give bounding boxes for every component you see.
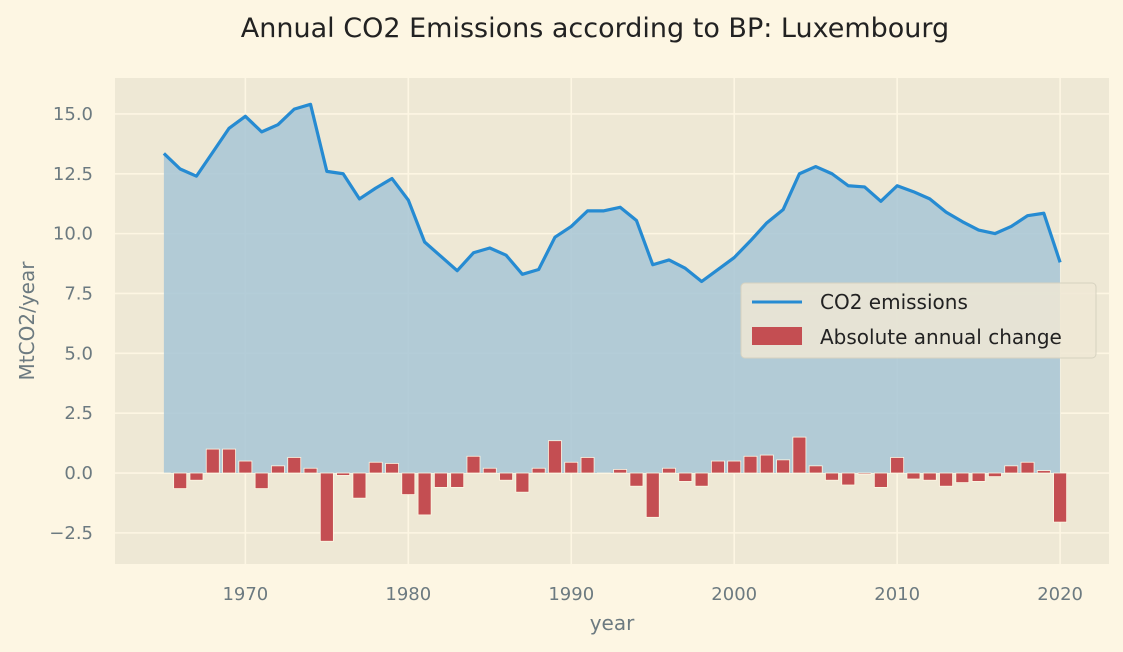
change-bar bbox=[515, 472, 530, 493]
change-bar bbox=[939, 472, 953, 487]
change-bar bbox=[319, 472, 334, 542]
change-bar bbox=[548, 440, 562, 474]
change-bar bbox=[385, 463, 399, 474]
change-bar bbox=[890, 457, 905, 474]
change-bar bbox=[955, 472, 970, 484]
change-bar bbox=[205, 448, 220, 474]
change-bar bbox=[792, 436, 807, 474]
change-bar bbox=[580, 457, 595, 474]
emissions-polyline bbox=[162, 102, 1062, 284]
change-bar bbox=[1004, 465, 1019, 474]
x-tick-label: 2010 bbox=[874, 584, 920, 605]
change-bar bbox=[857, 472, 872, 475]
change-bar bbox=[352, 472, 367, 499]
legend-label-change: Absolute annual change bbox=[820, 325, 1062, 349]
change-bar bbox=[173, 472, 188, 489]
change-bar bbox=[271, 465, 285, 474]
change-bar bbox=[499, 472, 513, 481]
emissions-area bbox=[163, 104, 1061, 474]
change-bar bbox=[841, 472, 856, 486]
y-tick-label: 0.0 bbox=[64, 463, 93, 484]
y-tick-label: 15.0 bbox=[53, 104, 93, 125]
change-bar bbox=[238, 460, 253, 474]
change-bar bbox=[873, 472, 888, 488]
change-bar bbox=[1053, 472, 1068, 523]
change-bar bbox=[711, 460, 725, 474]
emissions-line bbox=[162, 102, 1062, 284]
change-bar bbox=[189, 472, 204, 481]
x-tick-label: 1990 bbox=[548, 584, 594, 605]
change-bar bbox=[531, 467, 546, 474]
chart-title: Annual CO2 Emissions according to BP: Lu… bbox=[241, 13, 949, 44]
y-tick-label: 2.5 bbox=[64, 403, 93, 424]
x-tick-label: 1980 bbox=[385, 584, 431, 605]
x-axis-label: year bbox=[590, 611, 635, 635]
change-bar bbox=[156, 472, 171, 474]
change-bar bbox=[988, 472, 1002, 478]
y-axis-ticks: −2.5 0.0 2.5 5.0 7.5 10.0 12.5 15.0 bbox=[49, 104, 93, 544]
change-bar bbox=[808, 465, 823, 474]
change-bar bbox=[417, 472, 432, 516]
legend: CO2 emissions Absolute annual change bbox=[740, 282, 1097, 359]
y-axis-label: MtCO2/year bbox=[15, 261, 39, 381]
change-bar bbox=[645, 472, 660, 518]
y-tick-label: 12.5 bbox=[53, 164, 93, 185]
change-bar bbox=[906, 472, 921, 480]
legend-label-emissions: CO2 emissions bbox=[820, 290, 968, 314]
change-bar bbox=[303, 467, 318, 474]
change-bar bbox=[971, 472, 986, 482]
change-bar bbox=[401, 472, 416, 495]
legend-bar-swatch bbox=[752, 327, 802, 345]
change-bar bbox=[287, 457, 302, 474]
change-bar bbox=[1020, 461, 1035, 474]
change-bar bbox=[433, 472, 448, 488]
y-tick-label: 7.5 bbox=[64, 283, 93, 304]
change-bar bbox=[1036, 470, 1051, 474]
change-bar bbox=[629, 472, 644, 487]
change-bar bbox=[596, 472, 611, 474]
change-bar bbox=[450, 472, 465, 488]
change-bar bbox=[922, 472, 937, 481]
change-bar bbox=[368, 461, 383, 474]
change-bar bbox=[564, 461, 579, 474]
x-tick-label: 2000 bbox=[711, 584, 757, 605]
change-bar bbox=[482, 467, 497, 474]
y-tick-label: −2.5 bbox=[49, 523, 93, 544]
legend-box bbox=[740, 282, 1097, 359]
y-tick-label: 10.0 bbox=[53, 224, 93, 245]
change-bar bbox=[613, 469, 628, 474]
change-bar bbox=[222, 448, 236, 474]
change-bar bbox=[678, 472, 693, 482]
y-tick-label: 5.0 bbox=[64, 343, 93, 364]
x-axis-ticks: 1970 1980 1990 2000 2010 2020 bbox=[222, 584, 1083, 605]
x-tick-label: 2020 bbox=[1037, 584, 1083, 605]
change-bar bbox=[662, 467, 676, 474]
change-bar bbox=[743, 455, 758, 474]
emissions-area-fill bbox=[163, 104, 1061, 474]
change-bar bbox=[694, 472, 709, 487]
change-bar bbox=[336, 472, 351, 476]
change-bar bbox=[825, 472, 839, 481]
change-bar bbox=[466, 455, 481, 474]
change-bar bbox=[776, 459, 791, 474]
annual-change-bars bbox=[156, 436, 1068, 542]
change-bar bbox=[727, 460, 742, 474]
change-bar bbox=[254, 472, 269, 489]
x-tick-label: 1970 bbox=[222, 584, 268, 605]
change-bar bbox=[759, 454, 774, 474]
